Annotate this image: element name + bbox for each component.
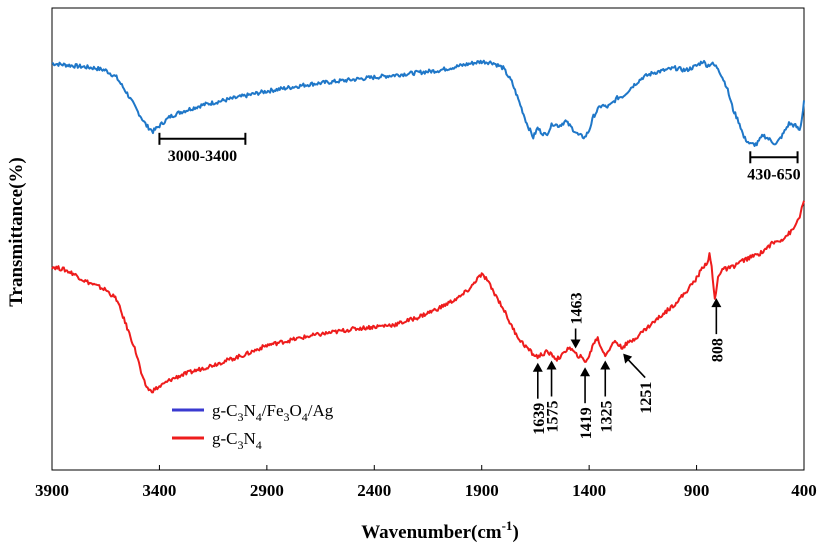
series-layer [51, 59, 805, 394]
peak-label: 808 [709, 338, 726, 362]
bracket-label: 3000-3400 [168, 148, 237, 165]
peak-label: 1419 [578, 407, 595, 439]
x-axis-label: Wavenumber(cm-1) [361, 518, 519, 543]
peak-label: 1639 [531, 403, 548, 435]
arrow-head [580, 367, 591, 377]
x-tick-label: 900 [684, 481, 710, 500]
legend: g-C3N4/Fe3O4/Ag g-C3N4 [172, 401, 334, 452]
legend-label: g-C3N4 [212, 429, 262, 452]
arrow-head [711, 298, 722, 308]
x-axis-label-close: ) [512, 522, 518, 543]
peak-label: 1575 [545, 401, 562, 433]
x-tick-label: 1900 [465, 481, 499, 500]
plot-frame [51, 7, 805, 471]
y-axis-label: Transmittance(%) [6, 157, 27, 307]
x-axis-ticks: 3900 3400 2900 2400 1900 1400 900 400 [35, 465, 817, 500]
arrow-head [623, 353, 633, 364]
arrow-shaft [626, 358, 646, 379]
peak-label: 1463 [569, 293, 586, 325]
x-tick-label: 3900 [35, 481, 69, 500]
series-line-gc3n4 [51, 200, 805, 394]
x-axis-label-superscript: -1 [502, 518, 513, 533]
x-tick-label: 400 [791, 481, 817, 500]
x-axis-label-main: Wavenumber(cm [361, 522, 502, 543]
peak-label: 1251 [638, 382, 655, 414]
arrow-head [546, 360, 557, 370]
series-line-composite [51, 59, 805, 147]
x-tick-label: 3400 [142, 481, 176, 500]
x-tick-label: 1400 [572, 481, 606, 500]
legend-label: g-C3N4/Fe3O4/Ag [212, 401, 334, 424]
peak-label: 1325 [598, 401, 615, 433]
arrow-head [570, 339, 581, 349]
bracket-label: 430-650 [747, 166, 800, 183]
arrow-head [532, 362, 543, 372]
arrow-head [600, 360, 611, 370]
x-tick-label: 2900 [250, 481, 284, 500]
x-tick-label: 2400 [357, 481, 391, 500]
